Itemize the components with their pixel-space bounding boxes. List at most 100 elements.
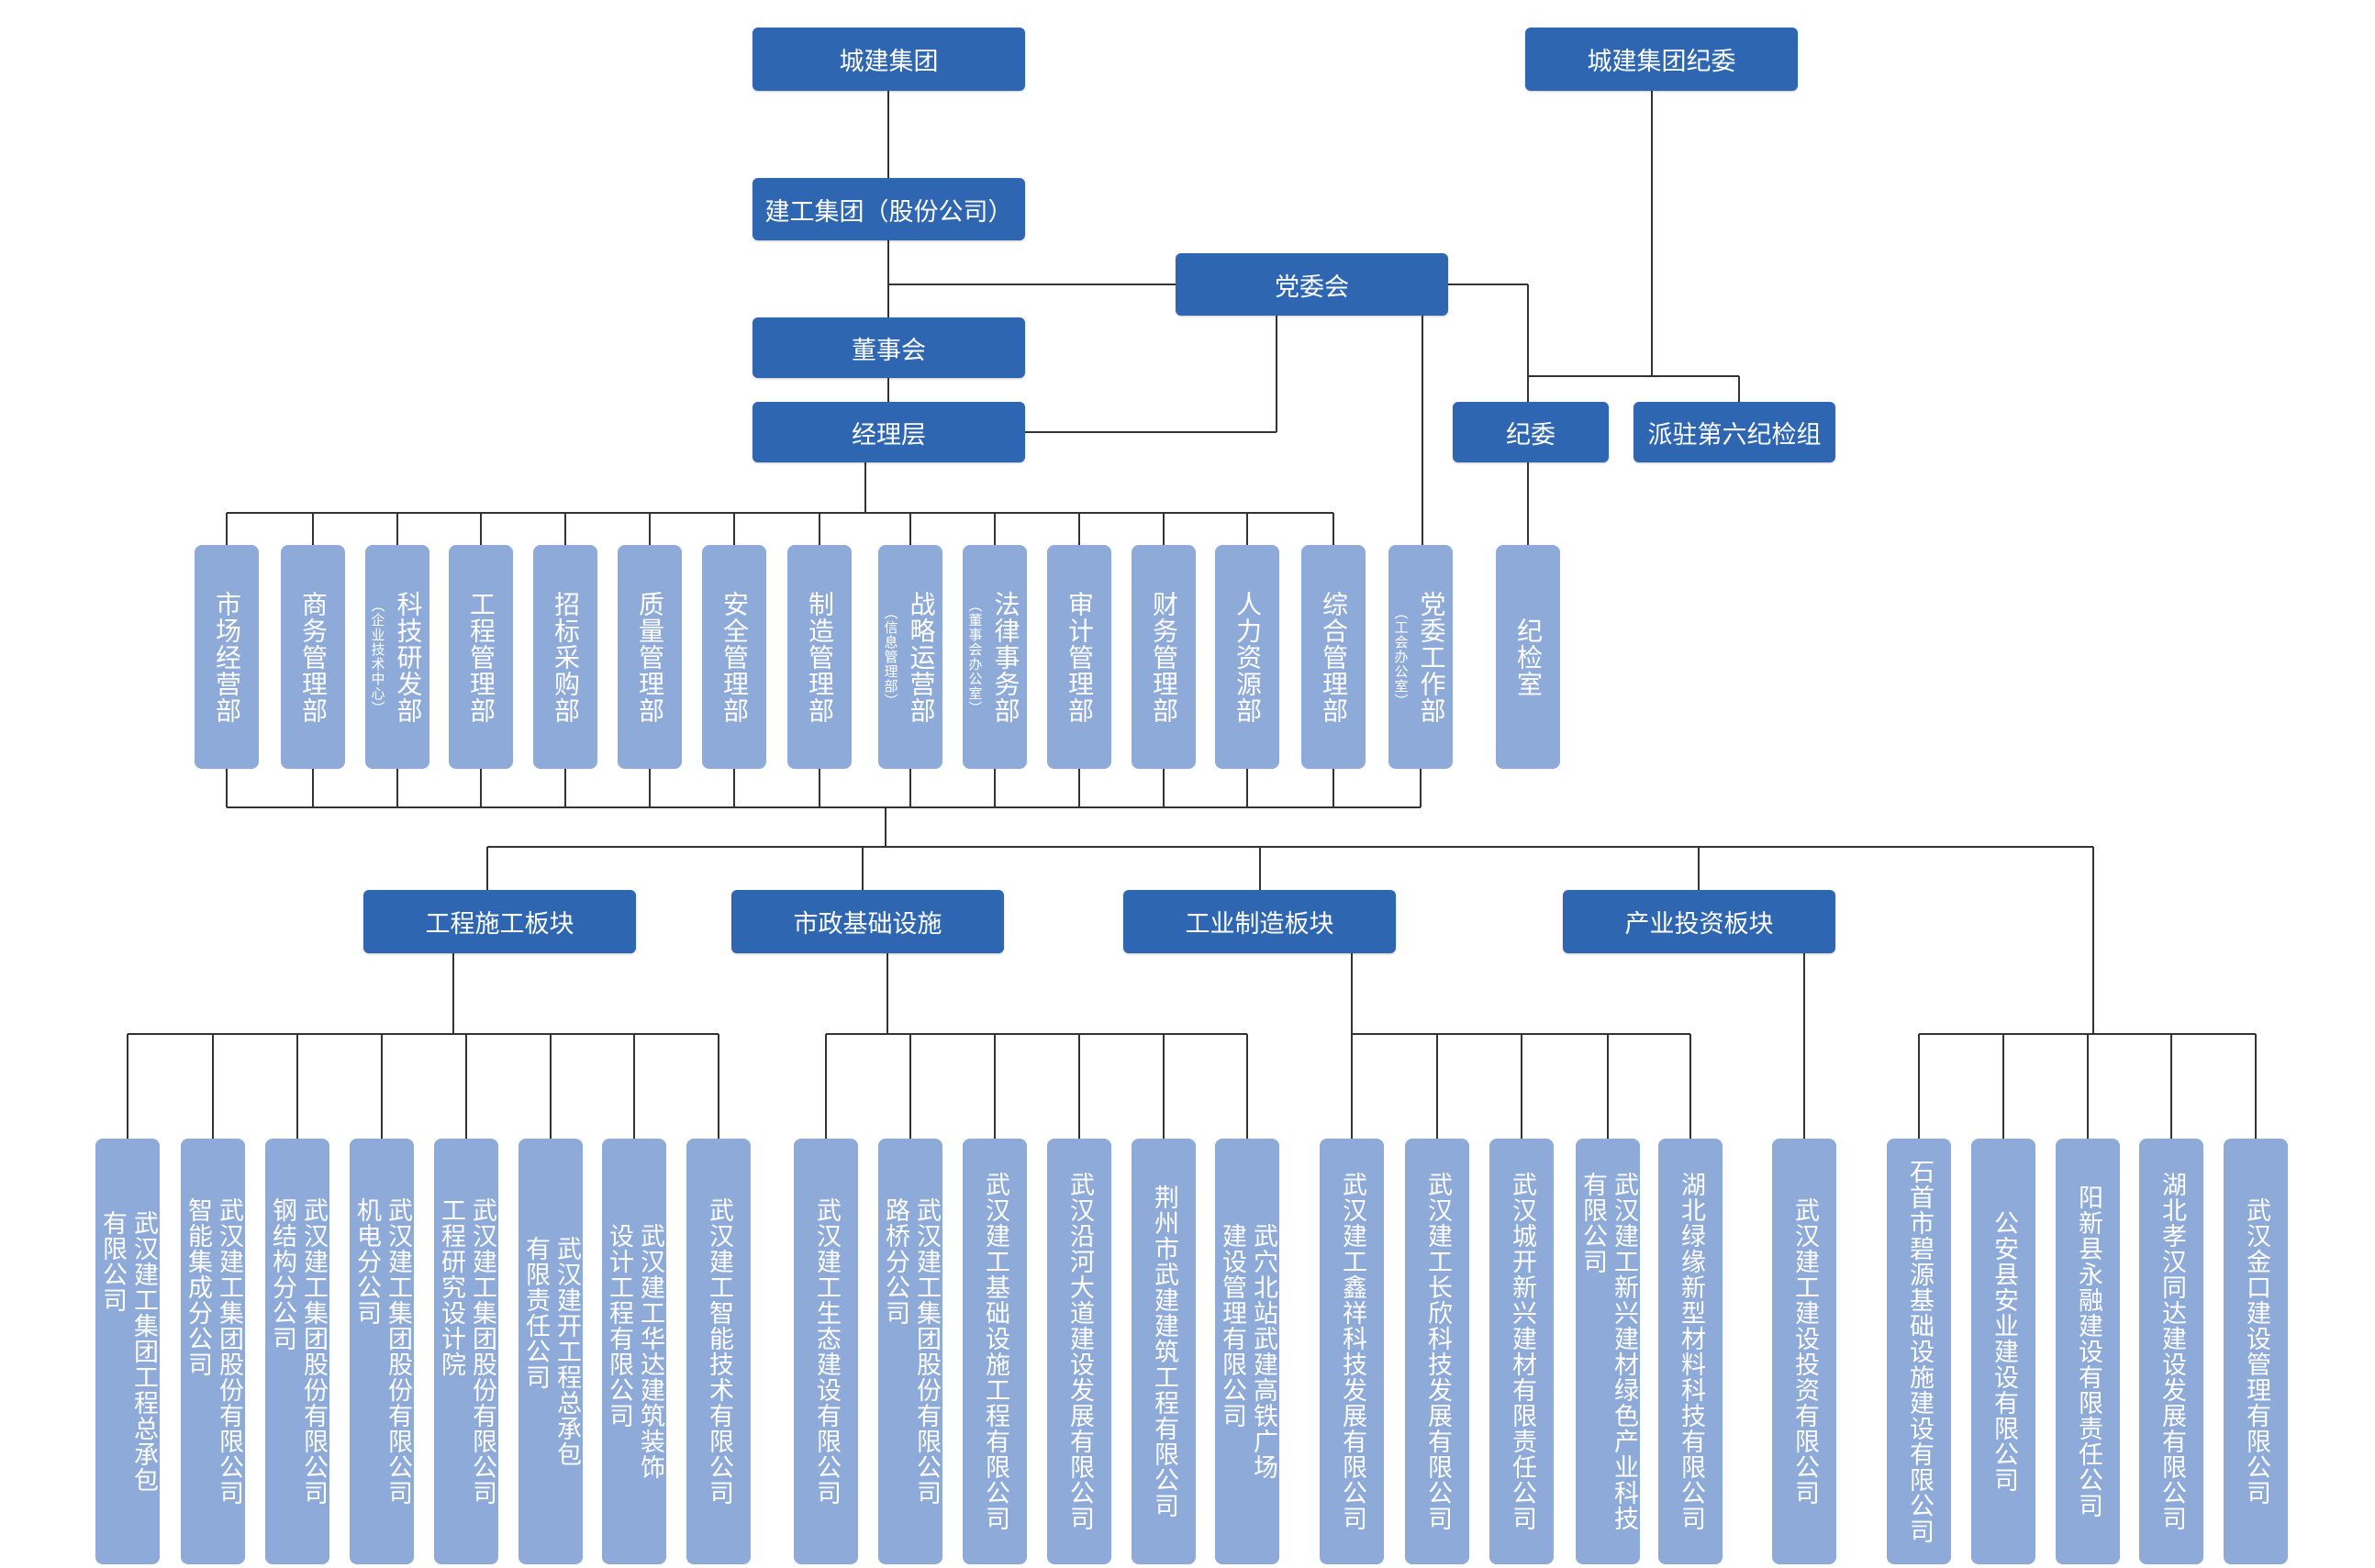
node-party-committee: 党委会 [1176, 253, 1448, 316]
subsidiary-label: 武汉建工集团股份有限公司 钢结构分公司 [268, 1197, 328, 1506]
department-15: 党委工作部 （工会办公室） [1388, 545, 1453, 769]
department-label: 商务管理部 [298, 590, 329, 724]
subsidiary-6: 武汉建开工程总承包 有限责任公司 [518, 1139, 583, 1564]
department-label: 纪检室 [1513, 617, 1544, 697]
node-discipline-committee: 纪委 [1453, 402, 1609, 462]
subsidiary-label: 武汉建工鑫祥科技发展有限公司 [1338, 1172, 1366, 1531]
department-14: 综合管理部 [1301, 545, 1366, 769]
subsidiary-label: 湖北孝汉同达建设发展有限公司 [2158, 1172, 2186, 1531]
subsidiary-11: 武汉建工基础设施工程有限公司 [963, 1139, 1027, 1564]
sector-1: 工程施工板块 [363, 890, 636, 953]
department-label: 招标采购部 [551, 590, 581, 724]
department-label: 财务管理部 [1149, 590, 1179, 724]
subsidiary-label: 荆州市武建建筑工程有限公司 [1150, 1184, 1178, 1518]
node-party-committee-label: 党委会 [1275, 272, 1349, 302]
department-label: 法律事务部 [990, 590, 1021, 724]
subsidiary-20: 武汉建工建设投资有限公司 [1772, 1139, 1836, 1564]
sector-label: 市政基础设施 [793, 910, 942, 939]
subsidiary-1: 武汉建工集团工程总承包 有限公司 [95, 1139, 160, 1564]
department-1: 市场经营部 [195, 545, 259, 769]
subsidiary-label: 武汉建开工程总承包 有限责任公司 [521, 1236, 581, 1467]
node-group-discipline-label: 城建集团纪委 [1587, 48, 1736, 76]
sector-label: 产业投资板块 [1624, 910, 1774, 939]
subsidiary-label: 武汉建工新兴建材绿色产业科技 有限公司 [1578, 1172, 1638, 1531]
subsidiary-label: 武汉建工华达建筑装饰 设计工程有限公司 [605, 1223, 664, 1480]
subsidiary-label: 武汉建工基础设施工程有限公司 [981, 1172, 1009, 1531]
department-label: 党委工作部 [1416, 590, 1447, 724]
department-label: 工程管理部 [466, 590, 496, 724]
subsidiary-19: 湖北绿缘新型材料科技有限公司 [1658, 1139, 1723, 1564]
subsidiary-label: 武汉建工建设投资有限公司 [1790, 1197, 1819, 1506]
subsidiary-2: 武汉建工集团股份有限公司 智能集成分公司 [181, 1139, 245, 1564]
subsidiary-25: 武汉金口建设管理有限公司 [2224, 1139, 2288, 1564]
department-note: （工会办公室） [1392, 606, 1410, 708]
node-board: 董事会 [753, 317, 1025, 378]
department-label: 审计管理部 [1065, 590, 1095, 724]
subsidiary-24: 湖北孝汉同达建设发展有限公司 [2139, 1139, 2203, 1564]
department-note: （企业技术中心） [369, 598, 386, 716]
node-company-label: 建工集团（股份公司） [764, 197, 1013, 227]
subsidiary-label: 武汉建工集团工程总承包 有限公司 [98, 1210, 158, 1493]
subsidiary-14: 武穴北站武建高铁广场 建设管理有限公司 [1215, 1139, 1279, 1564]
subsidiary-18: 武汉建工新兴建材绿色产业科技 有限公司 [1576, 1139, 1640, 1564]
subsidiary-label: 武汉建工集团股份有限公司 路桥分公司 [881, 1197, 941, 1506]
subsidiary-label: 武汉建工集团股份有限公司 工程研究设计院 [437, 1197, 496, 1506]
subsidiary-13: 荆州市武建建筑工程有限公司 [1132, 1139, 1196, 1564]
subsidiary-21: 石首市碧源基础设施建设有限公司 [1887, 1139, 1951, 1564]
node-inspection-team-label: 派驻第六纪检组 [1647, 420, 1822, 450]
subsidiary-9: 武汉建工生态建设有限公司 [794, 1139, 858, 1564]
department-8: 制造管理部 [787, 545, 852, 769]
subsidiary-17: 武汉城开新兴建材有限责任公司 [1489, 1139, 1554, 1564]
subsidiary-label: 武汉建工智能技术有限公司 [705, 1197, 733, 1506]
node-group-label: 城建集团 [839, 48, 939, 76]
department-13: 人力资源部 [1215, 545, 1279, 769]
department-6: 质量管理部 [618, 545, 682, 769]
subsidiary-15: 武汉建工鑫祥科技发展有限公司 [1320, 1139, 1384, 1564]
subsidiary-label: 武汉城开新兴建材有限责任公司 [1508, 1172, 1536, 1531]
node-board-label: 董事会 [852, 336, 926, 365]
node-inspection-team: 派驻第六纪检组 [1634, 402, 1835, 462]
subsidiary-8: 武汉建工智能技术有限公司 [686, 1139, 751, 1564]
node-group-discipline: 城建集团纪委 [1525, 28, 1798, 91]
department-note: （董事会办公室） [966, 598, 984, 716]
subsidiary-22: 公安县安业建设有限公司 [1971, 1139, 2035, 1564]
subsidiary-12: 武汉沿河大道建设发展有限公司 [1047, 1139, 1111, 1564]
department-5: 招标采购部 [533, 545, 597, 769]
node-discipline-committee-label: 纪委 [1506, 420, 1555, 450]
department-label: 人力资源部 [1232, 590, 1263, 724]
subsidiary-7: 武汉建工华达建筑装饰 设计工程有限公司 [602, 1139, 666, 1564]
node-management-label: 经理层 [852, 420, 926, 450]
sector-label: 工程施工板块 [425, 910, 574, 939]
node-group: 城建集团 [753, 28, 1025, 91]
subsidiary-label: 公安县安业建设有限公司 [1990, 1210, 2018, 1493]
subsidiary-label: 武汉建工集团股份有限公司 机电分公司 [352, 1197, 412, 1506]
sector-3: 工业制造板块 [1123, 890, 1396, 953]
department-16: 纪检室 [1496, 545, 1560, 769]
department-label: 综合管理部 [1319, 590, 1349, 724]
subsidiary-label: 阳新县永融建设有限责任公司 [2074, 1184, 2102, 1518]
department-label: 战略运营部 [906, 590, 937, 724]
sector-4: 产业投资板块 [1563, 890, 1835, 953]
node-company: 建工集团（股份公司） [753, 178, 1025, 240]
department-11: 审计管理部 [1047, 545, 1111, 769]
subsidiary-10: 武汉建工集团股份有限公司 路桥分公司 [878, 1139, 942, 1564]
department-label: 安全管理部 [719, 590, 750, 724]
department-label: 科技研发部 [393, 590, 424, 724]
department-7: 安全管理部 [702, 545, 766, 769]
department-10: 法律事务部 （董事会办公室） [963, 545, 1027, 769]
subsidiary-label: 湖北绿缘新型材料科技有限公司 [1677, 1172, 1705, 1531]
subsidiary-label: 武汉建工集团股份有限公司 智能集成分公司 [184, 1197, 243, 1506]
subsidiary-label: 武汉金口建设管理有限公司 [2242, 1197, 2270, 1506]
subsidiary-label: 武汉建工长欣科技发展有限公司 [1423, 1172, 1452, 1531]
subsidiary-16: 武汉建工长欣科技发展有限公司 [1405, 1139, 1469, 1564]
department-label: 质量管理部 [635, 590, 665, 724]
department-note: （信息管理部） [882, 606, 899, 708]
sector-label: 工业制造板块 [1185, 910, 1334, 939]
node-management: 经理层 [753, 402, 1025, 462]
department-label: 制造管理部 [805, 590, 835, 724]
department-label: 市场经营部 [212, 590, 242, 724]
subsidiary-label: 石首市碧源基础设施建设有限公司 [1905, 1159, 1934, 1544]
department-4: 工程管理部 [449, 545, 513, 769]
